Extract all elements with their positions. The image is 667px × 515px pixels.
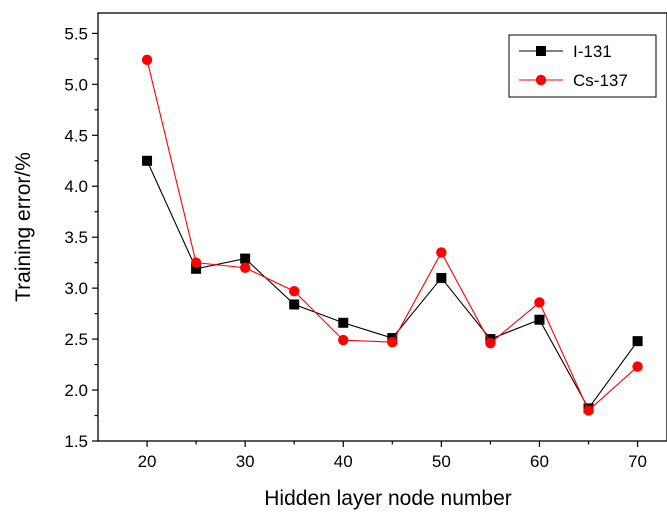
data-point — [142, 155, 153, 166]
data-point — [338, 334, 349, 346]
y-axis-ticks: 1.5 2.0 2.5 3.0 3.5 4.0 4.5 5.0 5.5 — [64, 24, 98, 451]
data-point — [239, 262, 251, 273]
data-point — [191, 263, 202, 274]
y-tick-label: 5.5 — [64, 24, 88, 43]
y-tick-label: 3.0 — [64, 279, 88, 298]
y-tick-label: 3.5 — [64, 228, 88, 247]
data-point — [485, 337, 496, 349]
legend-marker — [535, 74, 547, 86]
legend-box — [508, 34, 657, 98]
legend-label: Cs-137 — [573, 71, 628, 90]
data-point — [190, 257, 202, 268]
data-point — [632, 361, 643, 372]
series-i-131 — [142, 155, 643, 414]
x-tick-label: 20 — [138, 452, 157, 471]
legend-marker — [536, 46, 546, 56]
y-tick-label: 2.5 — [64, 330, 88, 349]
data-point — [436, 247, 447, 258]
x-axis-ticks: 20 30 40 50 60 70 — [138, 441, 647, 471]
series-layer — [141, 54, 643, 416]
data-point — [534, 297, 545, 308]
series-line — [146, 59, 638, 412]
data-point — [141, 54, 153, 66]
legend-entry: Cs-137 — [519, 71, 628, 90]
y-tick-label: 4.0 — [64, 177, 88, 196]
data-point — [632, 336, 643, 347]
x-axis-title: Hidden layer node number — [264, 487, 512, 510]
series-cs-137 — [141, 54, 643, 416]
x-tick-label: 50 — [432, 452, 451, 471]
data-point — [436, 272, 447, 283]
data-point — [583, 405, 594, 416]
x-tick-label: 30 — [236, 452, 255, 471]
legend: I-131 Cs-137 — [508, 34, 657, 98]
y-tick-label: 1.5 — [64, 432, 88, 451]
x-tick-label: 60 — [530, 452, 549, 471]
plot-frame — [97, 12, 667, 442]
data-point — [387, 336, 398, 348]
y-tick-label: 5.0 — [64, 75, 88, 94]
x-tick-label: 70 — [628, 452, 647, 471]
y-tick-label: 2.0 — [64, 381, 88, 400]
data-point — [289, 299, 300, 310]
data-point — [289, 286, 300, 297]
legend-entry: I-131 — [519, 42, 612, 61]
y-axis-title: Training error/% — [12, 152, 35, 302]
series-line — [146, 160, 639, 410]
data-point — [338, 317, 349, 328]
data-point — [534, 314, 545, 325]
y-tick-label: 4.5 — [64, 126, 88, 145]
legend-label: I-131 — [573, 42, 612, 61]
x-tick-label: 40 — [334, 452, 353, 471]
data-point — [240, 253, 251, 264]
